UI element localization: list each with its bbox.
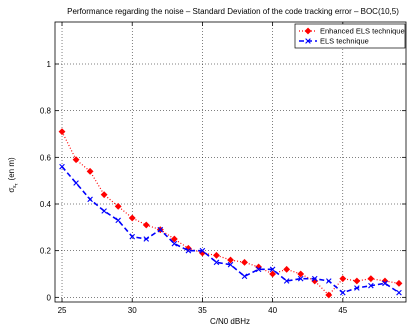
x-tick-label: 25: [58, 306, 67, 315]
y-axis-label: σετ (en m): [7, 157, 19, 193]
data-point: [128, 214, 136, 222]
data-point: [213, 259, 220, 266]
data-point: [101, 208, 107, 214]
x-tick-label: 45: [338, 306, 347, 315]
svg-text:σετ(en m): σετ (en m): [7, 157, 19, 193]
legend-marker: [305, 38, 311, 44]
data-point: [213, 251, 220, 259]
y-axis-sub: ε: [12, 185, 18, 188]
data-point: [396, 289, 402, 296]
series-els: [59, 163, 402, 296]
data-point: [255, 266, 262, 273]
data-point: [199, 247, 206, 254]
legend-label: Enhanced ELS technique: [320, 27, 405, 36]
x-tick-label: 35: [198, 306, 207, 315]
data-point: [382, 280, 388, 287]
data-point: [100, 191, 108, 199]
chart-title: Performance regarding the noise – Standa…: [67, 7, 399, 16]
x-tick-label: 40: [268, 306, 277, 315]
data-point: [368, 282, 374, 289]
y-tick-label: 0.2: [40, 247, 52, 256]
data-point: [297, 270, 305, 278]
data-point: [367, 275, 375, 283]
data-point: [395, 279, 403, 287]
data-point: [227, 256, 234, 264]
data-point: [269, 270, 277, 278]
y-axis-subsub: τ: [14, 183, 19, 185]
y-tick-label: 0.4: [40, 200, 52, 209]
data-point: [114, 202, 122, 210]
data-point: [86, 167, 94, 175]
data-point: [354, 285, 360, 291]
data-point: [283, 278, 290, 284]
y-axis-unit: (en m): [7, 157, 16, 180]
data-point: [227, 261, 234, 268]
data-point: [170, 235, 178, 243]
axis-ticks: 25 30 35 40 45 0 0.2 0.4 0.6 0.8 1: [40, 22, 406, 315]
data-point: [241, 273, 248, 280]
series-line: [61, 131, 400, 296]
series-layer: [58, 128, 403, 299]
data-point: [129, 233, 136, 240]
data-point: [325, 278, 332, 284]
data-point: [143, 236, 150, 242]
data-point: [297, 275, 304, 282]
legend-marker: [304, 27, 312, 35]
legend-label: ELS technique: [320, 37, 369, 46]
data-point: [340, 289, 346, 296]
data-point: [59, 163, 65, 170]
data-point: [58, 128, 66, 136]
data-point: [269, 266, 276, 273]
series-enhanced-els: [58, 128, 403, 299]
data-point: [73, 180, 79, 186]
data-point: [353, 277, 361, 285]
y-tick-label: 1: [47, 60, 52, 69]
y-tick-label: 0: [47, 293, 52, 302]
legend-box: [294, 23, 406, 49]
data-point: [185, 247, 192, 254]
data-point: [157, 226, 164, 233]
data-point: [241, 258, 248, 266]
data-point: [115, 217, 121, 224]
data-point: [87, 196, 93, 203]
y-tick-label: 0.8: [40, 107, 52, 116]
plot-frame: [54, 21, 407, 303]
x-axis-label: C/N0 dBHz: [210, 317, 250, 326]
y-axis-symbol: σ: [7, 188, 16, 193]
data-point: [142, 221, 150, 229]
data-point: [311, 275, 318, 282]
data-point: [325, 291, 333, 299]
data-point: [72, 156, 80, 164]
data-point: [171, 240, 178, 247]
y-tick-label: 0.6: [40, 153, 52, 162]
x-tick-label: 30: [128, 306, 137, 315]
data-point: [283, 265, 291, 273]
series-line: [61, 166, 400, 294]
data-point: [339, 275, 347, 283]
